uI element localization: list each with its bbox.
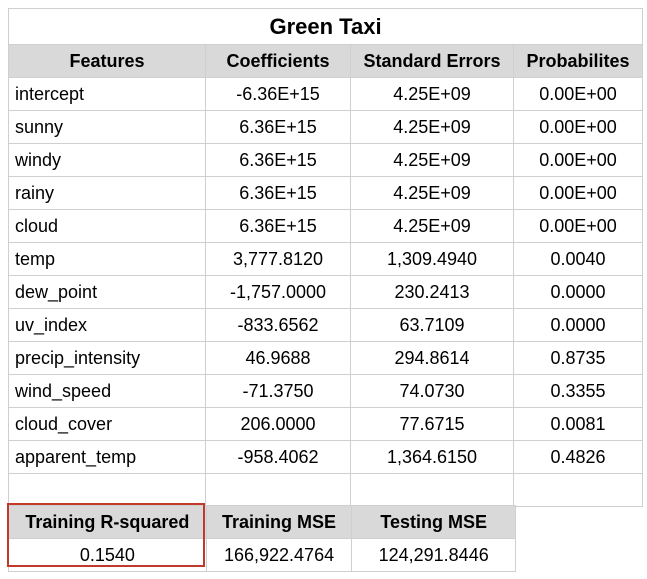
coefficient-cell: -1,757.0000 <box>205 275 351 309</box>
feature-cell: precip_intensity <box>8 341 206 375</box>
standard-error-cell: 4.25E+09 <box>350 77 514 111</box>
table-row: cloud_cover 206.0000 77.6715 0.0081 <box>8 407 644 441</box>
standard-error-cell: 4.25E+09 <box>350 176 514 210</box>
probability-cell: 0.00E+00 <box>512 176 644 210</box>
header-features: Features <box>8 44 206 78</box>
regression-table: Green Taxi Features Coefficients Standar… <box>7 8 644 507</box>
metrics-value-row: 0.1540 166,922.4764 124,291.8446 <box>8 538 516 572</box>
coefficient-cell: -6.36E+15 <box>205 77 351 111</box>
feature-cell: cloud_cover <box>8 407 206 441</box>
coefficient-cell: 3,777.8120 <box>205 242 351 276</box>
standard-error-cell: 77.6715 <box>350 407 514 441</box>
empty-cell <box>205 473 351 507</box>
feature-cell: uv_index <box>8 308 206 342</box>
table-row: dew_point -1,757.0000 230.2413 0.0000 <box>8 275 644 309</box>
coefficient-cell: -71.3750 <box>205 374 351 408</box>
coefficient-cell: 206.0000 <box>205 407 351 441</box>
probability-cell: 0.00E+00 <box>512 143 644 177</box>
probability-cell: 0.00E+00 <box>512 77 644 111</box>
feature-cell: temp <box>8 242 206 276</box>
header-training-mse: Training MSE <box>205 505 353 539</box>
standard-error-cell: 1,309.4940 <box>350 242 514 276</box>
probability-cell: 0.00E+00 <box>512 110 644 144</box>
probability-cell: 0.8735 <box>512 341 644 375</box>
feature-cell: sunny <box>8 110 206 144</box>
feature-cell: apparent_temp <box>8 440 206 474</box>
coefficient-cell: -958.4062 <box>205 440 351 474</box>
feature-cell: intercept <box>8 77 206 111</box>
feature-cell: windy <box>8 143 206 177</box>
table-row: temp 3,777.8120 1,309.4940 0.0040 <box>8 242 644 276</box>
table-row: rainy 6.36E+15 4.25E+09 0.00E+00 <box>8 176 644 210</box>
standard-error-cell: 4.25E+09 <box>350 110 514 144</box>
header-training-r-squared: Training R-squared <box>8 505 207 539</box>
probability-cell: 0.00E+00 <box>512 209 644 243</box>
probability-cell: 0.0000 <box>512 275 644 309</box>
standard-error-cell: 63.7109 <box>350 308 514 342</box>
table-row: precip_intensity 46.9688 294.8614 0.8735 <box>8 341 644 375</box>
empty-cell <box>512 473 644 507</box>
header-probabilities: Probabilites <box>512 44 644 78</box>
probability-cell: 0.4826 <box>512 440 644 474</box>
coefficient-cell: 6.36E+15 <box>205 143 351 177</box>
title-row: Green Taxi <box>7 8 644 45</box>
header-standard-errors: Standard Errors <box>350 44 514 78</box>
coefficient-cell: -833.6562 <box>205 308 351 342</box>
table-row: intercept -6.36E+15 4.25E+09 0.00E+00 <box>8 77 644 111</box>
spacer-row <box>8 473 644 507</box>
coefficient-cell: 6.36E+15 <box>205 176 351 210</box>
feature-cell: rainy <box>8 176 206 210</box>
standard-error-cell: 74.0730 <box>350 374 514 408</box>
testing-mse-value: 124,291.8446 <box>351 538 516 572</box>
table-row: cloud 6.36E+15 4.25E+09 0.00E+00 <box>8 209 644 243</box>
empty-cell <box>350 473 514 507</box>
feature-cell: wind_speed <box>8 374 206 408</box>
training-r-squared-value: 0.1540 <box>8 538 207 572</box>
standard-error-cell: 4.25E+09 <box>350 209 514 243</box>
empty-cell <box>8 473 206 507</box>
coefficient-cell: 6.36E+15 <box>205 209 351 243</box>
standard-error-cell: 294.8614 <box>350 341 514 375</box>
standard-error-cell: 4.25E+09 <box>350 143 514 177</box>
training-mse-value: 166,922.4764 <box>205 538 353 572</box>
table-row: sunny 6.36E+15 4.25E+09 0.00E+00 <box>8 110 644 144</box>
table-row: wind_speed -71.3750 74.0730 0.3355 <box>8 374 644 408</box>
table-row: windy 6.36E+15 4.25E+09 0.00E+00 <box>8 143 644 177</box>
feature-cell: dew_point <box>8 275 206 309</box>
metrics-table: Training R-squared Training MSE Testing … <box>8 505 516 572</box>
metrics-header-row: Training R-squared Training MSE Testing … <box>8 505 516 539</box>
coefficient-cell: 46.9688 <box>205 341 351 375</box>
standard-error-cell: 1,364.6150 <box>350 440 514 474</box>
coefficient-cell: 6.36E+15 <box>205 110 351 144</box>
table-row: uv_index -833.6562 63.7109 0.0000 <box>8 308 644 342</box>
table-row: apparent_temp -958.4062 1,364.6150 0.4826 <box>8 440 644 474</box>
probability-cell: 0.0000 <box>512 308 644 342</box>
table-title: Green Taxi <box>7 8 644 45</box>
feature-cell: cloud <box>8 209 206 243</box>
probability-cell: 0.3355 <box>512 374 644 408</box>
header-testing-mse: Testing MSE <box>351 505 516 539</box>
header-coefficients: Coefficients <box>205 44 351 78</box>
standard-error-cell: 230.2413 <box>350 275 514 309</box>
header-row: Features Coefficients Standard Errors Pr… <box>8 44 644 78</box>
probability-cell: 0.0040 <box>512 242 644 276</box>
probability-cell: 0.0081 <box>512 407 644 441</box>
